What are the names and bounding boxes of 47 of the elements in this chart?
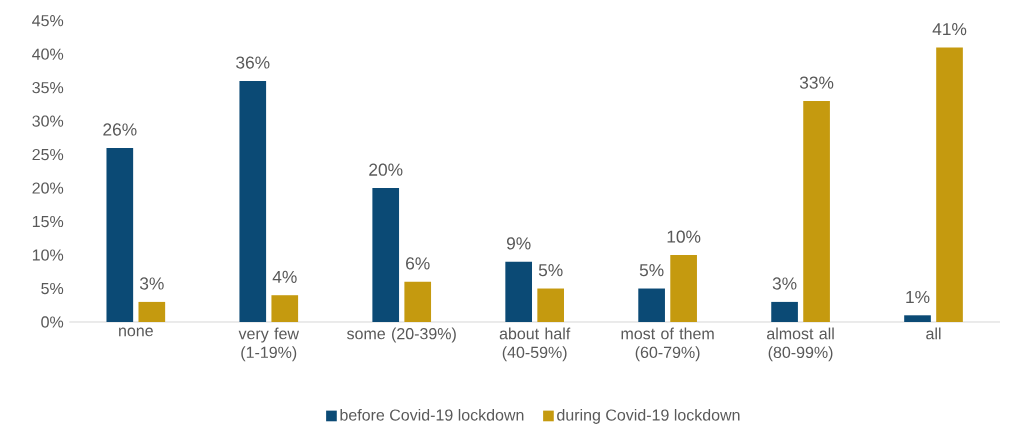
- bar: [271, 295, 299, 322]
- data-label: 3%: [139, 277, 164, 290]
- y-tick-label: 45%: [32, 15, 64, 27]
- y-tick-label: 40%: [32, 48, 64, 60]
- data-label: 10%: [667, 230, 701, 243]
- bar: [138, 301, 166, 322]
- y-tick-label: 5%: [41, 282, 64, 295]
- bar: [505, 261, 532, 322]
- data-label: 3%: [772, 277, 797, 290]
- bar: [936, 47, 963, 322]
- bar: [537, 288, 564, 322]
- bar: [904, 315, 931, 322]
- x-tick-label: none: [119, 327, 153, 337]
- x-tick-label: very few (1-19%): [238, 327, 300, 362]
- y-tick-label: 30%: [32, 115, 64, 127]
- bar: [803, 101, 830, 322]
- data-label: 41%: [932, 23, 967, 36]
- bar: [670, 255, 697, 322]
- bar: [372, 188, 400, 322]
- y-tick-label: 10%: [32, 249, 64, 261]
- legend-label: during Covid-19 lockdown: [557, 408, 740, 424]
- data-label: 36%: [236, 56, 270, 69]
- bar: [771, 301, 798, 322]
- y-tick-label: 0%: [41, 316, 64, 328]
- data-label: 20%: [369, 163, 403, 176]
- data-label: 1%: [906, 290, 930, 304]
- bar: [106, 147, 134, 322]
- x-tick-label: almost all (80-99%): [767, 327, 834, 362]
- y-tick-label: 15%: [32, 215, 64, 228]
- data-label: 9%: [506, 237, 531, 250]
- y-tick-label: 35%: [32, 81, 64, 94]
- data-label: 5%: [639, 264, 664, 277]
- y-tick-label: 20%: [32, 182, 64, 194]
- bar: [404, 281, 432, 322]
- data-label: 4%: [272, 270, 297, 283]
- data-label: 26%: [103, 123, 137, 136]
- data-label: 5%: [538, 264, 563, 277]
- x-tick-label: all: [926, 327, 941, 340]
- x-tick-label: some (20-39%): [347, 327, 456, 343]
- data-label: 33%: [799, 76, 834, 89]
- bar: [638, 288, 665, 322]
- x-tick-label: about half (40-59%): [499, 327, 571, 362]
- bar: [239, 80, 267, 322]
- legend-label: before Covid-19 lockdown: [340, 408, 524, 421]
- y-tick-label: 25%: [32, 148, 64, 161]
- x-tick-label: most of them (60-79%): [621, 327, 714, 362]
- data-label: 6%: [406, 257, 430, 270]
